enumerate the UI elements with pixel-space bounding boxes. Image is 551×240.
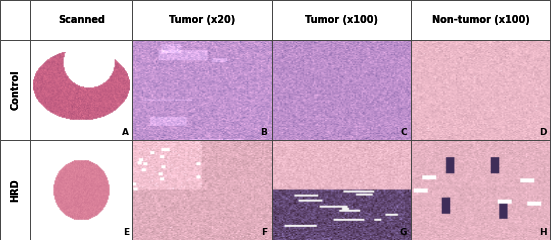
Bar — [411, 0, 550, 40]
Bar — [0, 0, 30, 40]
Bar — [0, 0, 30, 40]
Text: HRD: HRD — [10, 178, 20, 202]
Text: Tumor (x20): Tumor (x20) — [169, 15, 235, 25]
Text: HRD: HRD — [10, 178, 20, 202]
Text: Control: Control — [10, 69, 20, 110]
Bar — [0, 140, 30, 240]
Bar — [0, 40, 30, 140]
Bar — [411, 0, 550, 40]
Text: Tumor (x100): Tumor (x100) — [305, 15, 378, 25]
Bar — [272, 0, 411, 40]
Bar — [0, 40, 30, 140]
Text: Tumor (x100): Tumor (x100) — [305, 15, 378, 25]
Text: Tumor (x20): Tumor (x20) — [169, 15, 235, 25]
Text: Scanned: Scanned — [58, 15, 105, 25]
Bar — [272, 0, 411, 40]
Text: Non-tumor (x100): Non-tumor (x100) — [432, 15, 530, 25]
Bar — [0, 140, 30, 240]
Text: Control: Control — [10, 69, 20, 110]
Bar — [30, 0, 132, 40]
Text: Non-tumor (x100): Non-tumor (x100) — [432, 15, 530, 25]
Text: Scanned: Scanned — [58, 15, 105, 25]
Bar — [132, 0, 272, 40]
Bar — [30, 0, 132, 40]
Bar — [132, 0, 272, 40]
